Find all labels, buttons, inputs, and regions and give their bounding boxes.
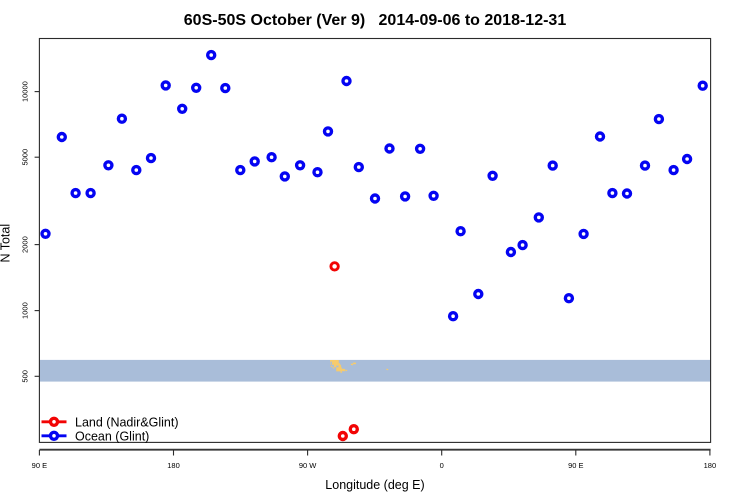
svg-text:500: 500 xyxy=(21,370,30,383)
svg-text:0: 0 xyxy=(440,461,444,470)
svg-text:60S-50S October (Ver 9) 2014: 60S-50S October (Ver 9) 2014-09-06 to 20… xyxy=(184,12,567,29)
svg-text:Longitude (deg E): Longitude (deg E) xyxy=(325,478,424,492)
svg-text:90 W: 90 W xyxy=(299,461,317,470)
svg-text:Ocean (Glint): Ocean (Glint) xyxy=(75,429,149,443)
svg-text:10000: 10000 xyxy=(21,81,30,102)
svg-text:90 E: 90 E xyxy=(568,461,583,470)
svg-text:N Total: N Total xyxy=(0,224,13,263)
svg-text:Land (Nadir&Glint): Land (Nadir&Glint) xyxy=(75,415,179,429)
svg-text:2000: 2000 xyxy=(21,236,30,253)
svg-text:5000: 5000 xyxy=(21,149,30,166)
svg-text:90 E: 90 E xyxy=(32,461,47,470)
svg-text:180: 180 xyxy=(167,461,180,470)
svg-text:180: 180 xyxy=(704,461,717,470)
svg-text:1000: 1000 xyxy=(21,302,30,319)
